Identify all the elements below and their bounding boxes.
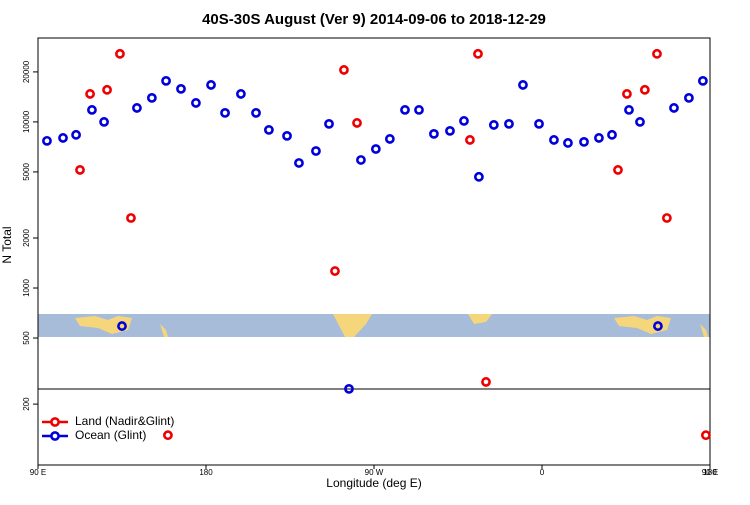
- point: [146, 92, 157, 103]
- point: [549, 135, 559, 145]
- x-tick-label: 90 E: [30, 468, 46, 477]
- x-tick-label: 90 E: [702, 468, 718, 477]
- point: [518, 80, 528, 90]
- point: [220, 108, 230, 118]
- point: [384, 134, 395, 144]
- chart-title: 40S-30S August (Ver 9) 2014-09-06 to 201…: [202, 11, 546, 28]
- point: [176, 83, 186, 94]
- point: [534, 118, 544, 129]
- y-tick-label: 20000: [22, 60, 31, 83]
- point: [161, 75, 171, 86]
- x-axis-label: Longitude (deg E): [326, 476, 421, 490]
- point: [488, 120, 499, 130]
- y-tick-label: 10000: [22, 110, 31, 133]
- point: [163, 430, 173, 441]
- point: [330, 266, 340, 276]
- y-tick-label: 200: [22, 397, 31, 411]
- point: [653, 321, 663, 331]
- legend-marker: [50, 417, 60, 427]
- point: [414, 105, 424, 115]
- x-tick-label: 90 W: [365, 468, 384, 477]
- point: [445, 125, 455, 136]
- point: [607, 129, 617, 140]
- point: [613, 165, 623, 175]
- point: [639, 84, 650, 95]
- point: [344, 383, 354, 394]
- point: [206, 80, 216, 90]
- point: [698, 75, 708, 86]
- point: [99, 117, 109, 127]
- point: [42, 135, 52, 146]
- x-tick-label: 180: [199, 468, 213, 477]
- point: [282, 130, 292, 141]
- point: [465, 135, 475, 145]
- point: [75, 165, 85, 175]
- point: [126, 213, 136, 223]
- point: [311, 146, 321, 156]
- point: [236, 89, 246, 99]
- map-strip: [38, 314, 710, 337]
- point: [324, 118, 334, 129]
- point: [102, 84, 112, 95]
- x-tick-label: 180: [703, 468, 717, 477]
- point: [352, 118, 362, 128]
- point: [115, 48, 125, 59]
- point: [264, 125, 274, 135]
- point: [474, 171, 484, 182]
- point: [622, 89, 632, 99]
- y-tick-label: 5000: [22, 162, 31, 180]
- point: [191, 98, 201, 108]
- point: [71, 129, 81, 140]
- point: [635, 117, 645, 127]
- point: [132, 103, 142, 113]
- point: [504, 118, 514, 129]
- point: [661, 213, 672, 223]
- legend-marker: [50, 431, 60, 441]
- point: [669, 103, 679, 113]
- point: [294, 158, 304, 168]
- point: [624, 105, 634, 115]
- point: [684, 92, 694, 103]
- y-tick-label: 2000: [22, 229, 31, 247]
- y-tick-label: 500: [22, 331, 31, 345]
- point: [85, 89, 95, 99]
- point: [87, 105, 97, 115]
- point: [429, 128, 439, 139]
- legend-label: Land (Nadir&Glint): [75, 414, 174, 428]
- point: [579, 136, 589, 147]
- point: [117, 321, 127, 331]
- point: [251, 108, 261, 118]
- x-tick-label: 0: [540, 468, 545, 477]
- point: [356, 155, 366, 165]
- point: [594, 133, 604, 143]
- point: [339, 65, 349, 75]
- plot-frame: [37, 37, 711, 466]
- point: [481, 377, 491, 387]
- legend-label: Ocean (Glint): [75, 428, 146, 442]
- point: [400, 105, 410, 115]
- point: [58, 133, 68, 143]
- y-axis-label: N Total: [0, 226, 14, 263]
- point: [700, 430, 711, 441]
- point: [473, 48, 483, 59]
- point: [459, 116, 469, 126]
- point: [652, 48, 662, 59]
- point: [563, 138, 573, 148]
- point: [370, 144, 381, 154]
- y-tick-label: 1000: [22, 279, 31, 297]
